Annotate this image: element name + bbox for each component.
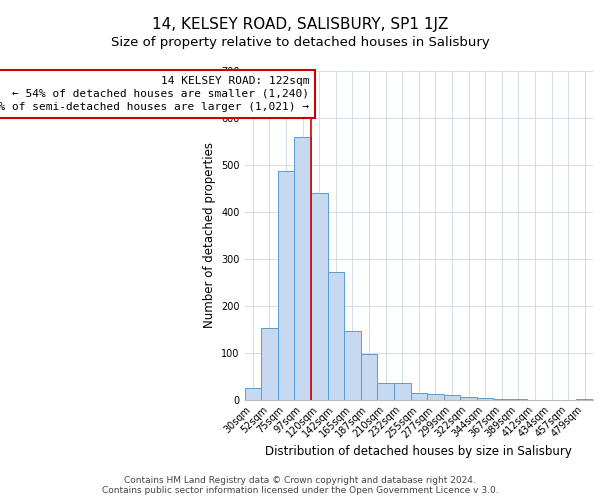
Y-axis label: Number of detached properties: Number of detached properties (203, 142, 215, 328)
Bar (361, 354, 377, 400)
Bar (460, 397, 477, 400)
Bar (245, 388, 261, 400)
Text: Contains HM Land Registry data © Crown copyright and database right 2024.: Contains HM Land Registry data © Crown c… (124, 476, 476, 485)
Text: 14, KELSEY ROAD, SALISBURY, SP1 1JZ: 14, KELSEY ROAD, SALISBURY, SP1 1JZ (152, 18, 448, 32)
Bar (344, 331, 361, 400)
Bar (427, 394, 444, 400)
Text: Contains public sector information licensed under the Open Government Licence v : Contains public sector information licen… (101, 486, 499, 495)
Bar (311, 193, 328, 400)
Text: Size of property relative to detached houses in Salisbury: Size of property relative to detached ho… (110, 36, 490, 49)
Bar (377, 382, 394, 400)
Bar (328, 272, 344, 400)
Bar (295, 136, 311, 400)
Bar (410, 393, 427, 400)
Bar (577, 398, 593, 400)
Text: 14 KELSEY ROAD: 122sqm
← 54% of detached houses are smaller (1,240)
45% of semi-: 14 KELSEY ROAD: 122sqm ← 54% of detached… (0, 76, 310, 112)
Bar (493, 398, 510, 400)
Bar (477, 398, 493, 400)
Bar (278, 171, 295, 400)
X-axis label: Distribution of detached houses by size in Salisbury: Distribution of detached houses by size … (265, 445, 572, 458)
Bar (261, 328, 278, 400)
Bar (444, 396, 460, 400)
Bar (394, 383, 410, 400)
